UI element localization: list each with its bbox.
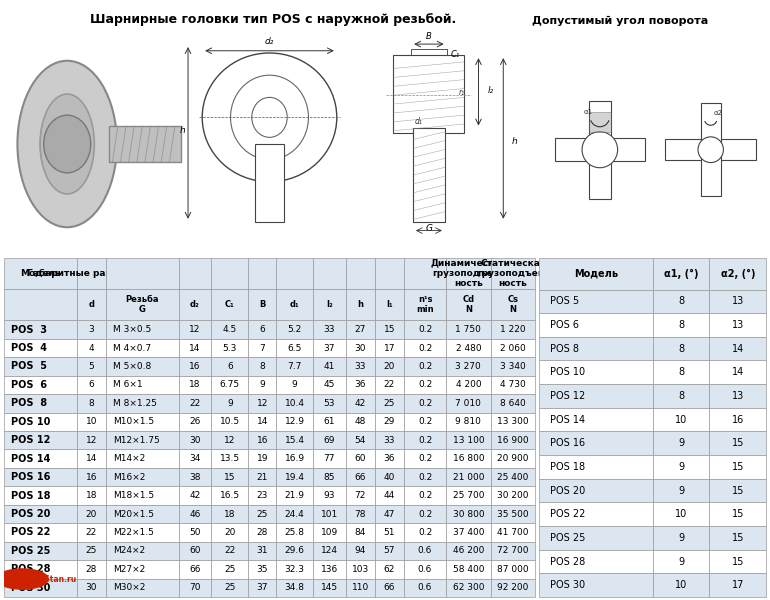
Circle shape [44,115,91,173]
Text: h: h [512,137,518,146]
Text: d₁: d₁ [415,117,423,126]
Bar [665,139,756,160]
Text: r₁: r₁ [459,88,465,97]
Bar [109,126,181,162]
Ellipse shape [40,94,94,194]
Circle shape [698,137,724,163]
Text: h: h [180,126,186,135]
Ellipse shape [203,53,336,182]
Bar [256,144,283,221]
Text: α2: α2 [713,110,722,116]
Text: G: G [425,224,433,233]
Ellipse shape [18,61,117,227]
Text: Шарнирные головки тип POS с наружной резьбой.: Шарнирные головки тип POS с наружной рез… [90,13,457,26]
Bar [588,101,611,199]
Bar [411,49,447,66]
Ellipse shape [252,97,287,137]
Text: Допустимый угол поворота: Допустимый угол поворота [532,16,708,26]
Circle shape [582,131,618,168]
Text: RuStan.ru: RuStan.ru [33,575,76,583]
Bar [393,55,464,133]
Bar [588,112,611,131]
Text: α1: α1 [584,109,593,115]
Text: l₂: l₂ [487,86,494,95]
Text: d₂: d₂ [265,37,274,46]
Ellipse shape [230,75,309,160]
Text: B: B [426,32,432,41]
Bar [701,103,721,196]
Text: C₁: C₁ [450,50,460,59]
Bar [413,128,445,221]
Circle shape [0,569,49,589]
Bar [554,138,645,161]
